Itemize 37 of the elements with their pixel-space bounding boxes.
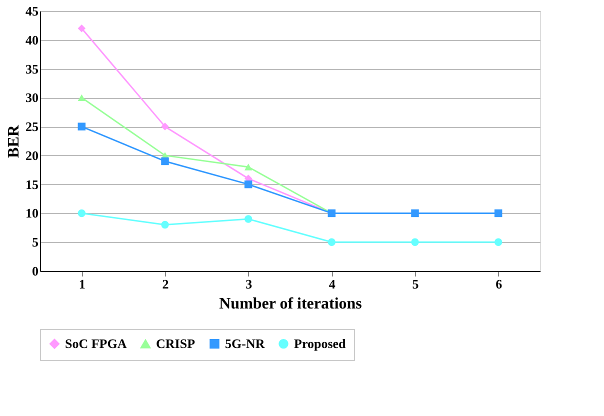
y-tick-label: 45 — [26, 4, 39, 18]
y-tick-label: 30 — [26, 90, 38, 106]
y-tick-label: 15 — [26, 176, 39, 192]
point — [161, 157, 169, 166]
point — [328, 238, 336, 246]
point — [411, 209, 419, 218]
x-tick-label: 2 — [162, 276, 169, 292]
y-tick-label: 10 — [26, 206, 38, 221]
legend-label: CRISP — [156, 336, 196, 352]
point — [244, 180, 252, 188]
point — [78, 209, 86, 218]
x-tick-label: 5 — [412, 276, 420, 292]
x-tick-label: 4 — [328, 276, 336, 292]
y-tick-label: 0 — [32, 264, 38, 278]
y-tick-label: 5 — [32, 234, 39, 250]
point — [494, 238, 502, 246]
y-tick-label: 25 — [26, 119, 39, 134]
x-axis-title: Number of iterations — [219, 296, 362, 312]
point — [411, 238, 419, 246]
y-tick-label: 35 — [26, 61, 39, 76]
point — [78, 24, 86, 32]
point — [78, 122, 86, 130]
x-tick-label: 3 — [246, 276, 253, 292]
point — [494, 209, 502, 218]
point — [161, 122, 169, 130]
x-tick-label: 6 — [496, 276, 503, 292]
x-tick-label: 1 — [78, 276, 86, 292]
point — [161, 220, 169, 229]
point — [78, 94, 86, 102]
y-tick-label: 40 — [26, 32, 38, 48]
legend-label: 5G-NR — [225, 336, 266, 351]
legend-label: Proposed — [294, 336, 347, 351]
point — [244, 215, 252, 223]
legend-label: SoC FPGA — [65, 336, 128, 351]
y-axis-title: BER — [6, 124, 22, 158]
y-tick-label: 20 — [26, 148, 38, 163]
point — [244, 164, 252, 170]
